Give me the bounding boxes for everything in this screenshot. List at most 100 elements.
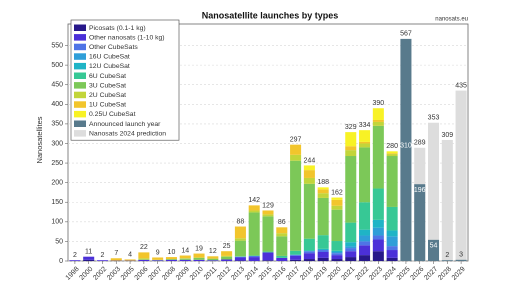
- bar-segment: [345, 132, 357, 147]
- bar-segment: [290, 255, 302, 260]
- bar-segment: [290, 160, 302, 251]
- bar-segment: [110, 258, 122, 261]
- value-label: 309: [441, 132, 453, 139]
- bar-segment: [331, 259, 343, 261]
- legend-swatch: [74, 34, 86, 41]
- bar-segment: [317, 251, 329, 258]
- bar-segment: [69, 260, 81, 261]
- bar-segment: [221, 255, 233, 257]
- legend: Picosats (0.1-1 kg) Other nanosats (1-10 …: [70, 19, 180, 141]
- value-label: 3: [459, 252, 463, 259]
- bar-segment: [359, 229, 371, 236]
- bar: [455, 259, 467, 261]
- bar-segment: [262, 216, 274, 252]
- bar-segment: [248, 257, 260, 261]
- legend-swatch: [74, 53, 86, 60]
- bar-segment: [221, 251, 233, 256]
- bar-segment: [386, 230, 398, 237]
- bar-segment: [345, 246, 357, 249]
- bar-segment: [386, 153, 398, 155]
- value-label: 310: [400, 142, 412, 149]
- bar: [441, 260, 453, 261]
- bar: [441, 139, 453, 261]
- total-label: 22: [140, 244, 148, 251]
- bar-segment: [262, 260, 274, 261]
- bar-segment: [276, 233, 288, 237]
- legend-swatch: [74, 91, 86, 99]
- bar-segment: [248, 210, 260, 213]
- bar-segment: [234, 256, 246, 258]
- bar-segment: [359, 245, 371, 256]
- legend-swatch: [74, 62, 86, 70]
- bar-segment: [234, 238, 246, 241]
- total-label: 142: [248, 197, 260, 204]
- bar-segment: [359, 141, 371, 144]
- bar-segment: [234, 226, 246, 239]
- bar-segment: [372, 125, 384, 189]
- y-tick-label: 150: [51, 199, 63, 206]
- legend-swatch: [74, 72, 86, 79]
- total-label: 88: [237, 218, 245, 225]
- y-tick-label: 250: [51, 160, 63, 167]
- bar-segment: [124, 259, 136, 261]
- bar-segment: [372, 235, 384, 240]
- bar-segment: [234, 257, 246, 261]
- bar-segment: [331, 197, 343, 200]
- bar-segment: [207, 256, 219, 259]
- total-label: 129: [262, 202, 274, 209]
- value-label: 54: [430, 243, 438, 250]
- total-label: 4: [128, 251, 132, 258]
- legend-label: 1U CubeSat: [89, 102, 126, 109]
- value-label: 353: [428, 115, 440, 122]
- legend-label: 3U CubeSat: [89, 82, 126, 89]
- legend-label: 16U CubeSat: [89, 54, 130, 61]
- bar-segment: [303, 165, 315, 171]
- bar: [428, 122, 440, 262]
- bar-segment: [303, 177, 315, 184]
- bar-segment: [331, 251, 343, 254]
- bar-segment: [372, 239, 384, 252]
- legend-label: Picosats (0.1-1 kg): [89, 25, 146, 32]
- bar-segment: [345, 242, 357, 247]
- bar-segment: [276, 227, 288, 234]
- legend-swatch: [74, 120, 86, 127]
- bar-segment: [165, 259, 177, 260]
- legend-box: [70, 19, 180, 141]
- legend-label: 12U CubeSat: [89, 63, 130, 70]
- total-label: 2: [101, 252, 105, 259]
- bar-segment: [386, 156, 398, 207]
- y-tick-label: 550: [51, 42, 63, 49]
- bar-segment: [290, 154, 302, 161]
- bar-segment: [331, 250, 343, 252]
- value-label: 2: [445, 252, 449, 259]
- bar-segment: [372, 219, 384, 228]
- bar-segment: [317, 250, 329, 252]
- bar-segment: [386, 236, 398, 247]
- bar-segment: [386, 154, 398, 157]
- bar-segment: [193, 257, 205, 260]
- bar-segment: [276, 255, 288, 258]
- legend-label: 0.25U CubeSat: [89, 111, 136, 118]
- y-tick-label: 100: [51, 219, 63, 226]
- legend-label: Other CubeSats: [89, 44, 138, 51]
- bar-segment: [262, 214, 274, 217]
- bar-segment: [386, 250, 398, 258]
- total-label: 25: [223, 243, 231, 250]
- bar-segment: [303, 250, 315, 252]
- bar-segment: [179, 259, 191, 261]
- y-tick-label: 500: [51, 62, 63, 69]
- bar-segment: [83, 259, 95, 261]
- bar-segment: [386, 246, 398, 251]
- bar-segment: [317, 193, 329, 198]
- bar-segment: [179, 255, 191, 259]
- bar-segment: [331, 199, 343, 206]
- bar-segment: [317, 189, 329, 194]
- bar-segment: [317, 187, 329, 190]
- bar-segment: [317, 257, 329, 261]
- bar-segment: [359, 143, 371, 148]
- value-label: 567: [400, 31, 412, 38]
- bar-segment: [290, 144, 302, 155]
- total-label: 297: [290, 136, 302, 143]
- total-label: 162: [331, 189, 343, 196]
- bar-segment: [303, 259, 315, 261]
